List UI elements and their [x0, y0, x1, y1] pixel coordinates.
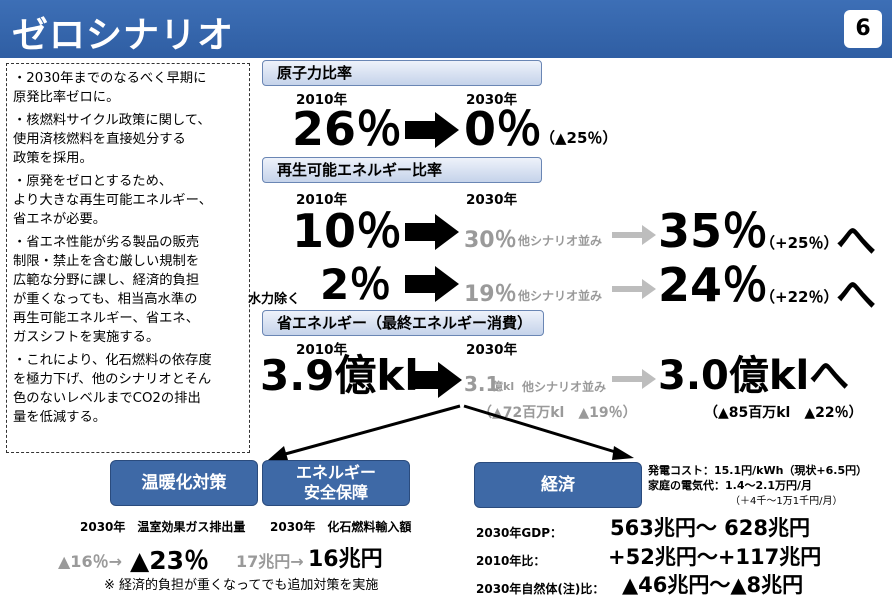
renewable-value-2010: 10％ — [292, 204, 403, 258]
nuclear-year-2030: 2030年 — [466, 92, 518, 108]
arrow-right-icon — [405, 266, 459, 302]
economy-box: 経済 — [474, 462, 642, 508]
renewable-value-2030: 35％ — [658, 204, 769, 258]
renewable-row2-change: （+22％） — [760, 288, 839, 306]
summary-bullet: ・省エネ性能が劣る製品の販売 制限・禁止を含む厳しい規制を 広範な分野に課し、経… — [13, 235, 200, 345]
warming-box: 温暖化対策 — [110, 460, 258, 506]
savings-change: （▲85百万kl ▲22％） — [704, 405, 863, 421]
gdp-value: 563兆円～ 628兆円 — [610, 516, 810, 540]
nuclear-value-2010: 26％ — [292, 102, 403, 156]
summary-bullet: ・原発をゼロとするため、 より大きな再生可能エネルギー、 省エネが必要。 — [13, 174, 213, 227]
nuclear-header: 原子力比率 — [262, 60, 542, 86]
summary-panel: ・2030年までのなるべく早期に 原発比率ゼロに。 ・核燃料サイクル政策に関して… — [6, 63, 250, 453]
summary-bullet: ・これにより、化石燃料の依存度 を極力下げ、他のシナリオとそん 色のないレベルま… — [13, 353, 212, 425]
summary-bullet: ・2030年までのなるべく早期に 原発比率ゼロに。 — [13, 71, 207, 105]
arrow-right-icon — [405, 214, 459, 250]
savings-other-unit: 億kl — [492, 380, 515, 393]
renewable-change: （+25％） — [760, 234, 839, 252]
summary-bullet: ・核燃料サイクル政策に関して、 使用済核燃料を直接処分する 政策を採用。 — [13, 113, 211, 166]
savings-header: 省エネルギー（最終エネルギー消費） — [262, 310, 544, 336]
household-cost: 家庭の電気代：1.4～2.1万円/月 — [648, 479, 812, 492]
savings-other-label: 他シナリオ並み — [522, 380, 607, 394]
security-box-line2: 安全保障 — [303, 483, 368, 502]
vs2010-value: +52兆円～+117兆円 — [608, 545, 822, 569]
warming-other: ▲16％→ — [58, 552, 122, 571]
renewable-other-value: 30％ — [464, 228, 517, 253]
security-box-line1: エネルギー — [295, 463, 376, 482]
savings-value-2030: 3.0億klへ — [658, 353, 850, 399]
security-other: 17兆円→ — [236, 552, 304, 571]
nuclear-change: （▲25％） — [540, 129, 618, 147]
security-box: エネルギー 安全保障 — [262, 460, 410, 506]
savings-year-2030: 2030年 — [466, 342, 518, 358]
renewable-row2-other-label: 他シナリオ並み — [518, 289, 603, 303]
savings-other-change: （▲72百万kl ▲19％） — [478, 405, 637, 421]
vs2010-label: 2010年比： — [476, 554, 546, 568]
footnote: ※ 経済的負担が重くなってでも追加対策を実施 — [104, 578, 379, 593]
warming-caption: 2030年 温室効果ガス排出量 — [80, 520, 246, 534]
diverging-arrows-icon — [268, 404, 634, 460]
vs-natural-value: ▲46兆円～▲8兆円 — [622, 573, 804, 597]
renewable-row2-other-value: 19％ — [464, 282, 517, 307]
savings-other-value: 3.1 — [464, 372, 500, 396]
household-cost-sub: （＋4千～1万1千円/月） — [730, 496, 843, 507]
page-title: ゼロシナリオ — [12, 15, 235, 56]
gdp-label: 2030年GDP： — [476, 526, 563, 540]
renewable-year-2030: 2030年 — [466, 192, 518, 208]
savings-year-2010: 2010年 — [296, 342, 348, 358]
arrow-right-icon — [612, 279, 656, 299]
renewable-row2-value-2030: 24％ — [658, 258, 769, 312]
nuclear-year-2010: 2010年 — [296, 92, 348, 108]
arrow-right-icon — [405, 112, 459, 148]
arrow-right-icon — [408, 362, 462, 398]
renewable-year-2010: 2010年 — [296, 192, 348, 208]
page-number: 6 — [844, 10, 882, 48]
renewable-row2-prefix: 水力除く — [248, 292, 301, 307]
renewable-other-label: 他シナリオ並み — [518, 234, 603, 248]
arrow-right-icon — [612, 225, 656, 245]
arrow-right-icon — [612, 369, 656, 389]
power-cost: 発電コスト：15.1円/kWh（現状+6.5円） — [648, 464, 868, 477]
renewable-suffix: へ — [836, 218, 876, 264]
security-value: 16兆円 — [308, 547, 383, 572]
renewable-row2-value-2010: 2％ — [320, 260, 392, 309]
renewable-header: 再生可能エネルギー比率 — [262, 157, 542, 183]
security-caption: 2030年 化石燃料輸入額 — [270, 520, 412, 534]
title-bar: ゼロシナリオ 6 — [0, 0, 892, 58]
savings-value-2010: 3.9億kl — [260, 351, 419, 400]
warming-value: ▲23％ — [130, 546, 210, 575]
vs-natural-label: 2030年自然体(注)比： — [476, 582, 605, 596]
renewable-row2-suffix: へ — [836, 272, 876, 318]
nuclear-value-2030: 0％ — [464, 102, 543, 156]
